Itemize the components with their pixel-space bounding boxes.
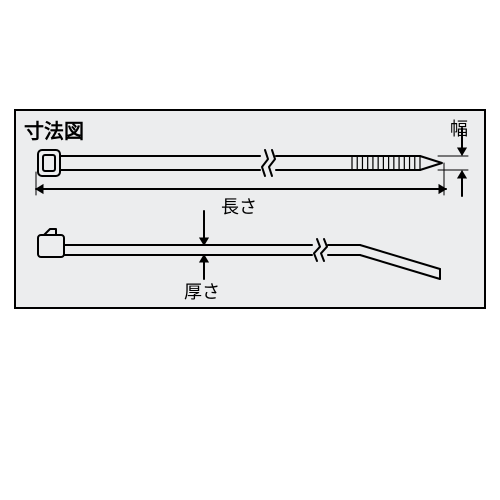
page: 寸法図 幅 長さ 厚さ [0, 0, 500, 500]
diagram-svg [0, 0, 500, 500]
